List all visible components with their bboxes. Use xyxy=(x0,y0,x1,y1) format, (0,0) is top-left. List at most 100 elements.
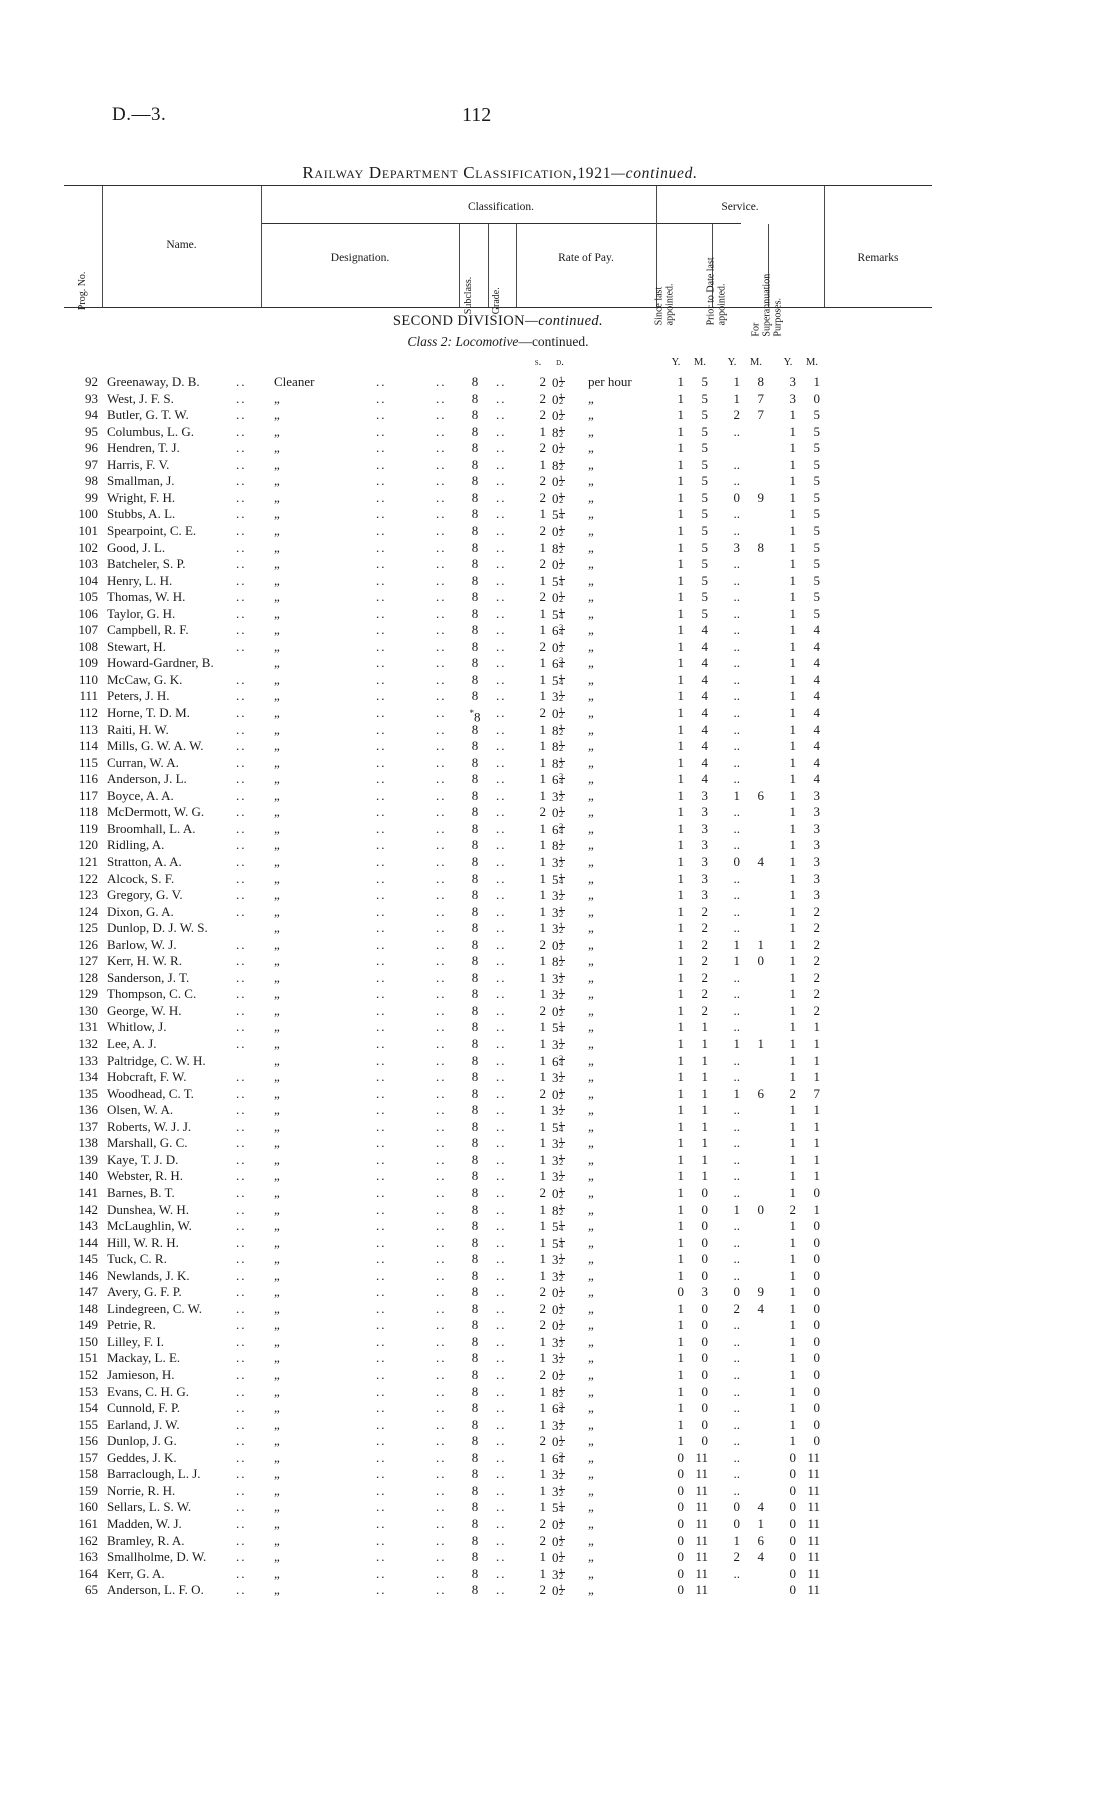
table-row[interactable]: 153 Evans, C. H. G... „.... 8.. 1 8 1 2 „ 1 0.. 1 0 xyxy=(64,1384,932,1401)
table-row[interactable]: 107 Campbell, R. F... „.... 8.. 1 6 3 4 „ 1 4.. 1 4 xyxy=(64,622,932,639)
grade-leader: .. xyxy=(496,522,507,538)
rate-unit-cell: „ xyxy=(588,837,594,853)
table-row[interactable]: 141 Barnes, B. T... „.... 8.. 2 0 1 2 „ 1 0.. 1 0 xyxy=(64,1185,932,1202)
table-row[interactable]: 135 Woodhead, C. T... „.... 8.. 2 0 1 2 „ 1 1 1 6 2 7 xyxy=(64,1086,932,1103)
table-row[interactable]: 98 Smallman, J... „.... 8.. 2 0 1 2 „ 1 5.. 1 5 xyxy=(64,473,932,490)
table-row[interactable]: 65 Anderson, L. F. O... „.... 8.. 2 0 1 2 „ 0 11 0 1… xyxy=(64,1582,932,1599)
superannuation-years: 1 xyxy=(789,1184,797,1200)
table-row[interactable]: 154 Cunnold, F. P... „.... 8.. 1 6 3 4 „ 1 0.. 1 0 xyxy=(64,1400,932,1417)
table-row[interactable]: 137 Roberts, W. J. J... „.... 8.. 1 5 1 4 „ 1 1.. 1… xyxy=(64,1119,932,1136)
rate-shillings-cell: 1 xyxy=(539,1565,547,1581)
table-row[interactable]: 150 Lilley, F. I... „.... 8.. 1 3 1 2 „ 1 0.. 1 0 xyxy=(64,1334,932,1351)
table-row[interactable]: 106 Taylor, G. H... „.... 8.. 1 5 1 4 „ 1 5.. 1 5 xyxy=(64,606,932,623)
table-row[interactable]: 143 McLaughlin, W... „.... 8.. 1 5 1 4 „ 1 0.. 1 0 xyxy=(64,1218,932,1235)
table-row[interactable]: 99 Wright, F. H... „.... 8.. 2 0 1 2 „ 1 5 0 9 1 5 xyxy=(64,490,932,507)
grade-leader: .. xyxy=(496,1168,507,1184)
table-row[interactable]: 145 Tuck, C. R... „.... 8.. 1 3 1 2 „ 1 0.. 1 0 xyxy=(64,1251,932,1268)
table-row[interactable]: 133 Paltridge, C. W. H. „.... 8.. 1 6 3 4 „ 1 1.. 1… xyxy=(64,1053,932,1070)
table-row[interactable]: 147 Avery, G. F. P... „.... 8.. 2 0 1 2 „ 0 3 0 9 1 0 xyxy=(64,1284,932,1301)
table-row[interactable]: 116 Anderson, J. L... „.... 8.. 1 6 3 4 „ 1 4.. 1 4 xyxy=(64,771,932,788)
table-row[interactable]: 127 Kerr, H. W. R... „.... 8.. 1 8 1 2 „ 1 2 1 0 1 2 xyxy=(64,953,932,970)
table-row[interactable]: 124 Dixon, G. A... „.... 8.. 1 3 1 2 „ 1 2.. 1 2 xyxy=(64,904,932,921)
table-row[interactable]: 158 Barraclough, L. J... „.... 8.. 1 3 1 2 „ 0 11.… xyxy=(64,1466,932,1483)
table-row[interactable]: 104 Henry, L. H... „.... 8.. 1 5 1 4 „ 1 5.. 1 5 xyxy=(64,573,932,590)
table-row[interactable]: 113 Raiti, H. W... „.... 8.. 1 8 1 2 „ 1 4.. 1 4 xyxy=(64,722,932,739)
table-row[interactable]: 163 Smallholme, D. W... „.... 8.. 1 0 1 2 „ 0 11 2 4… xyxy=(64,1549,932,1566)
table-row[interactable]: 151 Mackay, L. E... „.... 8.. 1 3 1 2 „ 1 0.. 1 0 xyxy=(64,1350,932,1367)
table-row[interactable]: 111 Peters, J. H... „.... 8.. 1 3 1 2 „ 1 4.. 1 4 xyxy=(64,688,932,705)
designation-cell: „ xyxy=(274,1267,280,1283)
table-row[interactable]: 138 Marshall, G. C... „.... 8.. 1 3 1 2 „ 1 1.. 1 1 xyxy=(64,1135,932,1152)
name-cell: Stewart, H. xyxy=(107,638,166,654)
table-row[interactable]: 103 Batcheler, S. P... „.... 8.. 2 0 1 2 „ 1 5.. 1 5 xyxy=(64,556,932,573)
table-row[interactable]: 136 Olsen, W. A... „.... 8.. 1 3 1 2 „ 1 1.. 1 1 xyxy=(64,1102,932,1119)
rate-unit-cell: „ xyxy=(588,589,594,605)
table-row[interactable]: 105 Thomas, W. H... „.... 8.. 2 0 1 2 „ 1 5.. 1 5 xyxy=(64,589,932,606)
table-row[interactable]: 93 West, J. F. S... „.... 8.. 2 0 1 2 „ 1 5 1 7 3 0 xyxy=(64,391,932,408)
table-row[interactable]: 155 Earland, J. W... „.... 8.. 1 3 1 2 „ 1 0.. 1 0 xyxy=(64,1417,932,1434)
table-row[interactable]: 146 Newlands, J. K... „.... 8.. 1 3 1 2 „ 1 0.. 1 0 xyxy=(64,1268,932,1285)
table-row[interactable]: 119 Broomhall, L. A... „.... 8.. 1 6 3 4 „ 1 3.. 1 3 xyxy=(64,821,932,838)
table-title-continued: —continued. xyxy=(611,165,698,182)
table-row[interactable]: 121 Stratton, A. A... „.... 8.. 1 3 1 2 „ 1 3 0 4 1 3 xyxy=(64,854,932,871)
table-row[interactable]: 95 Columbus, L. G... „.... 8.. 1 8 1 2 „ 1 5.. 1 5 xyxy=(64,424,932,441)
designation-leader: .. xyxy=(376,522,387,538)
since-last-appointed-months: 3 xyxy=(701,804,709,820)
table-row[interactable]: 115 Curran, W. A... „.... 8.. 1 8 1 2 „ 1 4.. 1 4 xyxy=(64,755,932,772)
table-row[interactable]: 148 Lindegreen, C. W... „.... 8.. 2 0 1 2 „ 1 0 2 4 1… xyxy=(64,1301,932,1318)
table-row[interactable]: 149 Petrie, R... „.... 8.. 2 0 1 2 „ 1 0.. 1 0 xyxy=(64,1317,932,1334)
superannuation-months: 2 xyxy=(813,1002,821,1018)
grade-leader: .. xyxy=(496,738,507,754)
table-row[interactable]: 164 Kerr, G. A... „.... 8.. 1 3 1 2 „ 0 11.. 0 11 xyxy=(64,1566,932,1583)
table-row[interactable]: 92 Greenaway, D. B... Cleaner.... 8.. 2 0 1 2 pe… xyxy=(64,374,932,391)
table-row[interactable]: 102 Good, J. L... „.... 8.. 1 8 1 2 „ 1 5 3 8 1 5 xyxy=(64,540,932,557)
table-row[interactable]: 110 McCaw, G. K... „.... 8.. 1 5 1 4 „ 1 4.. 1 4 xyxy=(64,672,932,689)
prog-no-cell: 164 xyxy=(78,1565,99,1581)
table-row[interactable]: 94 Butler, G. T. W... „.... 8.. 2 0 1 2 „ 1 5 2 7 1 5 xyxy=(64,407,932,424)
prior-service-years: .. xyxy=(733,837,741,853)
table-row[interactable]: 144 Hill, W. R. H... „.... 8.. 1 5 1 4 „ 1 0.. 1 0 xyxy=(64,1235,932,1252)
table-row[interactable]: 117 Boyce, A. A... „.... 8.. 1 3 1 2 „ 1 3 1 6 1 3 xyxy=(64,788,932,805)
table-row[interactable]: 108 Stewart, H... „.... 8.. 2 0 1 2 „ 1 4.. 1 4 xyxy=(64,639,932,656)
table-row[interactable]: 114 Mills, G. W. A. W... „.... 8.. 1 8 1 2 „ 1 4..… xyxy=(64,738,932,755)
superannuation-months: 7 xyxy=(813,1085,821,1101)
table-row[interactable]: 131 Whitlow, J... „.... 8.. 1 5 1 4 „ 1 1.. 1 1 xyxy=(64,1019,932,1036)
name-cell: Stratton, A. A. xyxy=(107,853,182,869)
table-row[interactable]: 130 George, W. H... „.... 8.. 2 0 1 2 „ 1 2.. 1 2 xyxy=(64,1003,932,1020)
running-head: D.—3. 112 xyxy=(112,104,772,128)
table-row[interactable]: 100 Stubbs, A. L... „.... 8.. 1 5 1 4 „ 1 5.. 1 5 xyxy=(64,506,932,523)
table-row[interactable]: 142 Dunshea, W. H... „.... 8.. 1 8 1 2 „ 1 0 1 0 2 1 xyxy=(64,1202,932,1219)
table-row[interactable]: 161 Madden, W. J... „.... 8.. 2 0 1 2 „ 0 11 0 1 0 11 xyxy=(64,1516,932,1533)
superannuation-months: 4 xyxy=(813,771,821,787)
table-row[interactable]: 152 Jamieson, H... „.... 8.. 2 0 1 2 „ 1 0.. 1 0 xyxy=(64,1367,932,1384)
table-row[interactable]: 156 Dunlop, J. G... „.... 8.. 2 0 1 2 „ 1 0.. 1 0 xyxy=(64,1433,932,1450)
table-row[interactable]: 96 Hendren, T. J... „.... 8.. 2 0 1 2 „ 1 5 1 5 xyxy=(64,440,932,457)
name-leader: .. xyxy=(236,456,247,472)
name-leader: .. xyxy=(236,688,247,704)
table-row[interactable]: 120 Ridling, A... „.... 8.. 1 8 1 2 „ 1 3.. 1 3 xyxy=(64,837,932,854)
table-row[interactable]: 157 Geddes, J. K... „.... 8.. 1 6 3 4 „ 0 11.. 0 11 xyxy=(64,1450,932,1467)
table-row[interactable]: 118 McDermott, W. G... „.... 8.. 2 0 1 2 „ 1 3.. 1 3 xyxy=(64,804,932,821)
table-row[interactable]: 129 Thompson, C. C... „.... 8.. 1 3 1 2 „ 1 2.. 1 2 xyxy=(64,986,932,1003)
table-row[interactable]: 125 Dunlop, D. J. W. S. „.... 8.. 1 3 1 2 „ 1 2.. 1… xyxy=(64,920,932,937)
table-row[interactable]: 97 Harris, F. V... „.... 8.. 1 8 1 2 „ 1 5.. 1 5 xyxy=(64,457,932,474)
table-row[interactable]: 162 Bramley, R. A... „.... 8.. 2 0 1 2 „ 0 11 1 6 0 11 xyxy=(64,1533,932,1550)
table-row[interactable]: 159 Norrie, R. H... „.... 8.. 1 3 1 2 „ 0 11.. 0 11 xyxy=(64,1483,932,1500)
table-row[interactable]: 134 Hobcraft, F. W... „.... 8.. 1 3 1 2 „ 1 1.. 1 1 xyxy=(64,1069,932,1086)
table-row[interactable]: 126 Barlow, W. J... „.... 8.. 2 0 1 2 „ 1 2 1 1 1 2 xyxy=(64,937,932,954)
table-row[interactable]: 128 Sanderson, J. T... „.... 8.. 1 3 1 2 „ 1 2.. 1 2 xyxy=(64,970,932,987)
table-row[interactable]: 132 Lee, A. J... „.... 8.. 1 3 1 2 „ 1 1 1 1 1 1 xyxy=(64,1036,932,1053)
table-row[interactable]: 140 Webster, R. H... „.... 8.. 1 3 1 2 „ 1 1.. 1 1 xyxy=(64,1168,932,1185)
table-row[interactable]: 122 Alcock, S. F... „.... 8.. 1 5 1 4 „ 1 3.. 1 3 xyxy=(64,871,932,888)
table-row[interactable]: 109 Howard-Gardner, B. „.... 8.. 1 6 3 4 „ 1 4.. 1 4 xyxy=(64,655,932,672)
table-row[interactable]: 101 Spearpoint, C. E... „.... 8.. 2 0 1 2 „ 1 5.. 1… xyxy=(64,523,932,540)
table-row[interactable]: 160 Sellars, L. S. W... „.... 8.. 1 5 1 4 „ 0 11 0 4… xyxy=(64,1499,932,1516)
table-row[interactable]: 112 Horne, T. D. M... „.... *8.. 2 0 1 2 „ 1 4.. 1 4 xyxy=(64,705,932,724)
grade-cell: 8 xyxy=(471,1201,479,1217)
table-row[interactable]: 139 Kaye, T. J. D... „.... 8.. 1 3 1 2 „ 1 1.. 1 1 xyxy=(64,1152,932,1169)
table-row[interactable]: 123 Gregory, G. V... „.... 8.. 1 3 1 2 „ 1 3.. 1 3 xyxy=(64,887,932,904)
